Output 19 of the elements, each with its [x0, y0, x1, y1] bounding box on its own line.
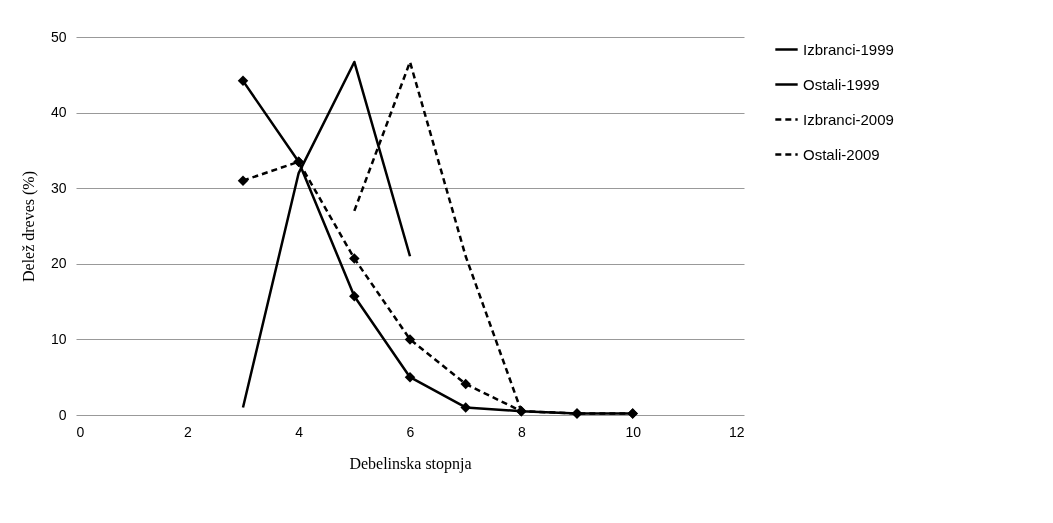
y-tick-label: 10	[50, 330, 67, 347]
legend-label: Izbranci-1999	[803, 40, 894, 58]
legend-label: Ostali-2009	[803, 145, 880, 163]
x-tick-label: 2	[183, 423, 192, 440]
x-tick-label: 12	[728, 423, 745, 440]
y-tick-label: 50	[50, 28, 67, 45]
y-axis-title: Delež dreves (%)	[19, 170, 38, 283]
y-tick-label: 30	[50, 179, 67, 196]
y-tick-label: 20	[50, 255, 67, 272]
legend-label: Izbranci-2009	[803, 110, 894, 128]
x-tick-label: 10	[625, 423, 642, 440]
x-tick-label: 8	[517, 423, 526, 440]
x-tick-label: 6	[406, 423, 415, 440]
y-tick-label: 0	[58, 406, 67, 423]
legend-label: Ostali-1999	[803, 75, 880, 93]
y-tick-label: 40	[50, 104, 67, 121]
x-axis-title: Debelinska stopnja	[349, 454, 472, 473]
x-tick-label: 0	[76, 423, 85, 440]
x-tick-label: 4	[295, 423, 304, 440]
